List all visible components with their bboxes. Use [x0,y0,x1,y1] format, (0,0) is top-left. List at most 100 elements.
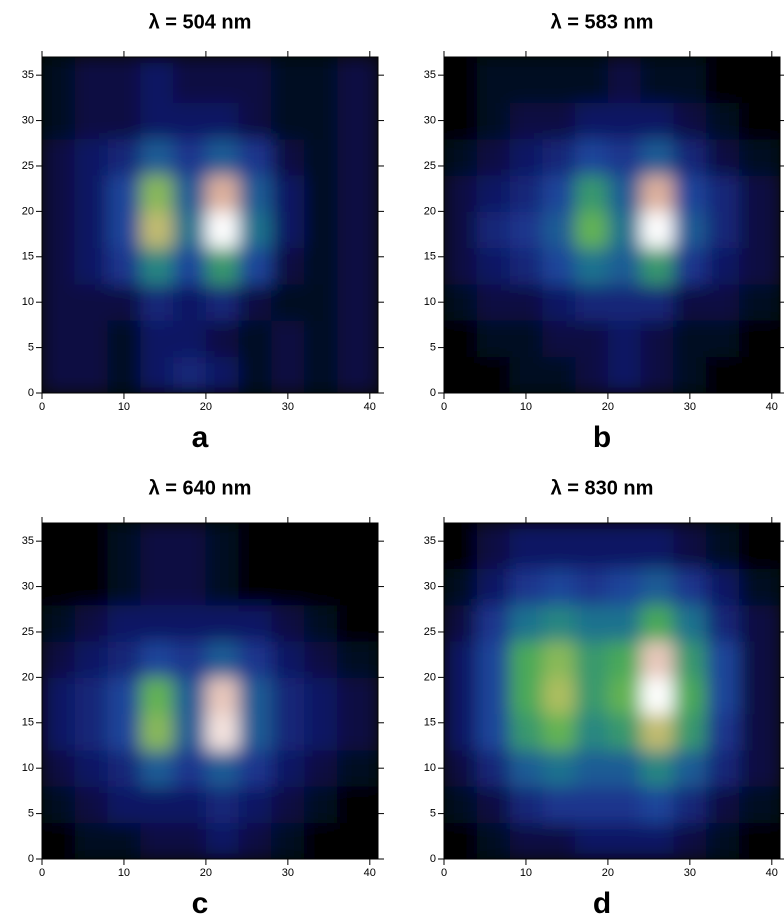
heatmap-cell [173,138,207,176]
heatmap-cell [140,750,174,787]
heatmap-cell [706,568,740,606]
heatmap-cell [107,523,141,569]
heatmap-cell [337,604,378,642]
heatmap-cell [238,320,272,358]
heatmap-cell [107,356,141,393]
heatmap-cell [476,750,511,787]
heatmap-cell [673,677,707,715]
heatmap-cell [337,284,378,321]
heatmap-cell [74,750,109,787]
y-tick-label: 30 [424,580,436,592]
heatmap-cell [640,822,674,859]
heatmap-cell [673,786,707,824]
y-tick-label: 15 [424,717,436,729]
heatmap-cell [542,247,576,285]
heatmap-cell [444,713,478,751]
heatmap-cell [640,284,674,321]
x-tick-label: 30 [282,401,294,413]
heatmap-cell [304,211,338,249]
heatmap-cell [640,57,674,103]
heatmap-cell [542,175,576,212]
heatmap-cell [271,57,305,103]
heatmap-cell [271,102,305,140]
heatmap-cell [74,713,109,751]
heatmap-cell [42,750,76,787]
heatmap-cell [304,102,338,140]
heatmap-cell [173,568,207,606]
heatmap-cell [205,641,240,678]
heatmap-cell [640,568,674,606]
heatmap-cell [542,641,576,678]
heatmap-cell [607,822,642,859]
heatmap-cell [42,138,76,176]
heatmap-cell [739,786,780,824]
heatmap-cell [42,284,76,321]
heatmap-cell [337,320,378,358]
heatmap-cell [509,523,543,569]
y-tick-label: 15 [22,251,34,263]
heatmap-cell [739,175,780,212]
heatmap-cell [140,523,174,569]
heatmap-cell [271,138,305,176]
heatmap-cell [205,822,240,859]
heatmap-cell [739,822,780,859]
heatmap-cell [542,750,576,787]
x-tick-label: 10 [118,401,130,413]
heatmap-cell [542,284,576,321]
y-tick-label: 5 [430,808,436,820]
heatmap-cell [476,175,511,212]
heatmap-cell [271,356,305,393]
heatmap-cell [706,822,740,859]
heatmap-cell [140,568,174,606]
heatmap-cell [140,320,174,358]
heatmap-cell [238,523,272,569]
heatmap-cell [640,138,674,176]
heatmap-cell [509,750,543,787]
x-tick-label: 0 [441,867,447,879]
heatmap-cell [575,641,609,678]
heatmap-cell [173,102,207,140]
heatmap-cell [205,284,240,321]
heatmap-cell [238,641,272,678]
heatmap-cell [575,713,609,751]
heatmap-cell [304,604,338,642]
heatmap-cell [173,604,207,642]
heatmap-cell [304,750,338,787]
heatmap-cell [739,356,780,393]
heatmap-cell [205,57,240,103]
heatmap-cell [74,284,109,321]
y-tick-label: 35 [22,69,34,81]
heatmap-cell [575,102,609,140]
heatmap-cell [575,247,609,285]
y-tick-label: 25 [22,626,34,638]
heatmap-cell [271,713,305,751]
heatmap-cell [706,102,740,140]
heatmap-cell [607,175,642,212]
heatmap-cell [607,713,642,751]
heatmap-cell [673,284,707,321]
y-tick-label: 0 [430,387,436,399]
panel-label: a [192,421,209,454]
heatmap-cell [42,641,76,678]
heatmap-cell [444,211,478,249]
heatmap-cell [575,356,609,393]
heatmap-cell [140,138,174,176]
heatmap-cell [107,568,141,606]
heatmap-cell [640,320,674,358]
heatmap-cell [271,247,305,285]
panel-label: c [192,887,209,920]
heatmap-cell [476,211,511,249]
heatmap-cell [706,786,740,824]
heatmap-cell [42,247,76,285]
heatmap-cell [706,523,740,569]
heatmap-cell [140,604,174,642]
heatmap-cell [238,284,272,321]
heatmap-cell [542,713,576,751]
heatmap-cell [739,57,780,103]
heatmap-cell [74,102,109,140]
heatmap-cell [304,356,338,393]
heatmap-cell [542,604,576,642]
heatmap-cell [140,175,174,212]
heatmap-cell [575,284,609,321]
heatmap-cell [739,641,780,678]
